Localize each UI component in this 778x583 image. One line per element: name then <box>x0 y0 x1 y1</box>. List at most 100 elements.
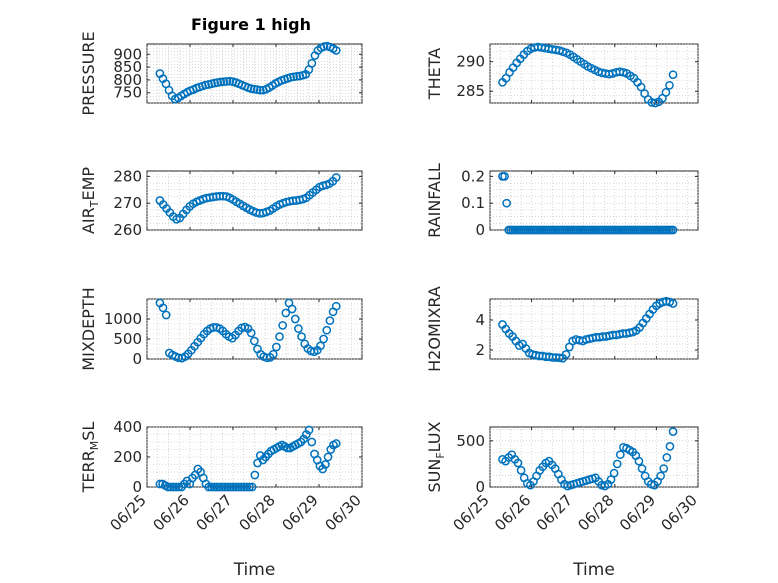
terr_msl-point <box>302 430 311 439</box>
mixdepth-point <box>319 334 328 344</box>
terr_msl-xlabel: Time <box>233 560 276 580</box>
terr_msl-point <box>236 482 246 492</box>
terr_msl-point <box>228 482 238 492</box>
sun_flux-xtick-label: 06/27 <box>533 491 576 534</box>
pressure-ytick-label: 800 <box>113 71 142 89</box>
mixdepth-point <box>246 328 256 338</box>
sun_flux-point <box>609 468 619 478</box>
mixdepth-point <box>158 303 168 313</box>
sun_flux-point <box>612 459 622 469</box>
air_temp-point <box>331 173 341 182</box>
mixdepth-axes: 0 500 1000 MIXDEPTH <box>79 287 363 371</box>
pressure-point <box>331 46 341 55</box>
sun_flux-ylabel: SUNFLUX <box>425 421 447 492</box>
mixdepth-ytick-label: 500 <box>113 330 142 348</box>
rainfall-plot-area <box>489 170 699 231</box>
rainfall-axes: 0 0.1 0.2 RAINFALL <box>425 163 699 239</box>
theta-axes: 285 290 THETA <box>425 42 699 108</box>
mixdepth-ytick-label: 0 <box>132 350 142 368</box>
sun_flux-xtick-label: 06/25 <box>450 491 493 534</box>
sun_flux-point <box>615 450 625 460</box>
pressure-ytick-label: 750 <box>113 84 142 102</box>
mixdepth-ylabel: MIXDEPTH <box>79 287 98 370</box>
terr_msl-ytick-label: 400 <box>113 418 142 436</box>
pressure-point <box>219 77 229 87</box>
sun_flux-point <box>516 466 526 475</box>
h2omixra-ytick-label: 2 <box>475 341 485 359</box>
terr_msl-point <box>323 452 333 462</box>
sun_flux-point <box>637 464 647 473</box>
mixdepth-point <box>325 316 335 325</box>
h2omixra-axes: 2 4 H2OMIXRA <box>425 286 699 372</box>
mixdepth-point <box>294 324 303 333</box>
pressure-point <box>222 77 232 86</box>
sun_flux-ytick-label: 0 <box>475 478 485 496</box>
sun_flux-xtick-label: 06/26 <box>491 491 534 534</box>
terr_msl-ytick-label: 200 <box>113 448 142 466</box>
mixdepth-point <box>272 342 281 352</box>
sun_flux-ytick-label: 500 <box>456 432 485 450</box>
sun_flux-xtick-label: 06/29 <box>616 491 659 534</box>
mixdepth-point <box>331 301 341 311</box>
terr_msl-point <box>247 482 257 492</box>
pressure-point <box>292 71 302 81</box>
terr_msl-point <box>255 451 265 460</box>
terr_msl-point <box>283 443 292 453</box>
sun_flux-point <box>656 471 665 481</box>
terr_msl-point <box>231 482 241 492</box>
mixdepth-point <box>275 332 284 341</box>
terr_msl-point <box>239 482 249 492</box>
terr_msl-point <box>318 464 327 474</box>
rainfall-ytick-label: 0.2 <box>461 167 485 185</box>
terr_msl-point <box>207 482 216 492</box>
figure-title: Figure 1 high <box>191 15 311 34</box>
terr_msl-xtick-label: 06/29 <box>279 491 322 534</box>
terr_msl-point <box>242 482 252 492</box>
terr_msl-point <box>326 445 336 454</box>
pressure-point <box>307 58 317 68</box>
terr_msl-axes: 06/25 06/26 06/27 06/28 06/29 06/30 0 200 400 TER… <box>79 418 365 580</box>
sun_flux-xtick-label: 06/28 <box>574 491 617 534</box>
rainfall-ytick-label: 0.1 <box>461 194 485 212</box>
rainfall-point <box>668 225 678 235</box>
pressure-ytick-label: 900 <box>113 45 142 63</box>
theta-point <box>661 88 671 97</box>
pressure-point <box>255 85 265 95</box>
h2omixra-point <box>554 353 564 363</box>
mixdepth-point <box>268 349 278 359</box>
terr_msl-point <box>163 482 173 492</box>
terr_msl-point <box>299 434 309 444</box>
terr_msl-point <box>304 425 314 435</box>
theta-point <box>636 82 646 92</box>
air_temp-axes: 260 270 280 AIRTEMP <box>79 167 363 239</box>
mixdepth-ytick-label: 1000 <box>104 310 142 328</box>
terr_msl-point <box>226 482 235 492</box>
terr_msl-xtick-label: 06/28 <box>236 491 279 534</box>
mixdepth-point <box>316 341 325 351</box>
h2omixra-ylabel: H2OMIXRA <box>425 286 444 372</box>
theta-ytick-label: 285 <box>456 82 485 100</box>
terr_msl-point <box>250 470 260 480</box>
theta-point <box>665 80 674 90</box>
theta-ylabel: THETA <box>425 48 444 100</box>
theta-point <box>668 70 678 80</box>
sun_flux-xtick-label: 06/30 <box>658 491 701 534</box>
mixdepth-point <box>278 321 288 330</box>
mixdepth-point <box>281 308 291 318</box>
terr_msl-point <box>331 439 341 448</box>
terr_msl-point <box>307 437 317 447</box>
sun_flux-point <box>665 442 675 451</box>
terr_msl-point <box>169 482 178 492</box>
terr_msl-xtick-label: 06/25 <box>107 491 150 534</box>
terr_msl-point <box>166 482 176 492</box>
terr_msl-point <box>204 482 214 492</box>
sun_flux-xlabel: Time <box>572 560 615 580</box>
terr_msl-xtick-label: 06/26 <box>150 491 193 534</box>
pressure-ylabel: PRESSURE <box>79 31 98 115</box>
mixdepth-point <box>290 314 300 324</box>
terr_msl-point <box>209 482 219 492</box>
terr_msl-point <box>217 482 227 492</box>
